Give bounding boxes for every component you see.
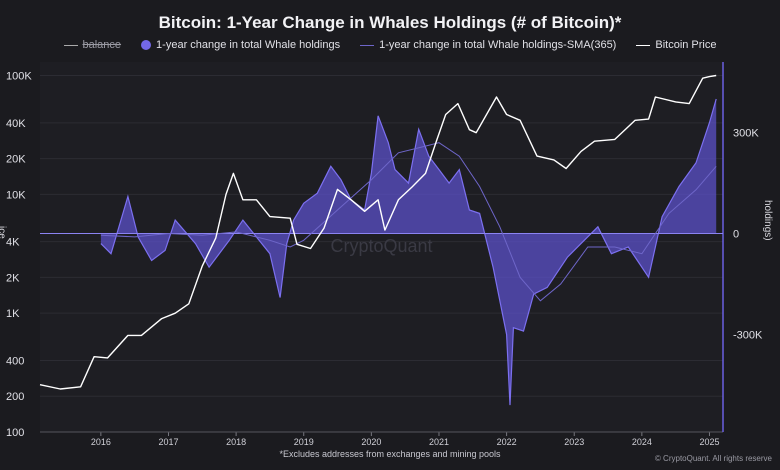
legend-item-balance[interactable]: balance <box>63 39 122 51</box>
legend-label-balance: balance <box>82 39 122 51</box>
left-tick-label: 20K <box>6 154 26 166</box>
left-axis-label: ice <box>0 226 7 239</box>
left-tick-label: 100 <box>6 427 24 439</box>
legend-item-change[interactable]: 1-year change in total Whale holdings <box>141 39 340 51</box>
x-tick-label: 2023 <box>564 437 584 447</box>
x-tick-label: 2020 <box>361 437 381 447</box>
legend-label-price: Bitcoin Price <box>655 39 717 51</box>
legend-item-price[interactable]: Bitcoin Price <box>636 39 717 51</box>
x-tick-label: 2024 <box>632 437 652 447</box>
x-tick-label: 2025 <box>699 437 719 447</box>
credit-text: © CryptoQuant. All rights reserve <box>654 454 772 463</box>
legend-line-icon <box>636 44 651 46</box>
sma-line <box>100 142 717 302</box>
x-tick-label: 2022 <box>497 437 517 447</box>
x-tick-label: 2018 <box>226 437 246 447</box>
legend: balance 1-year change in total Whale hol… <box>0 39 780 51</box>
footnote: *Excludes addresses from exchanges and m… <box>279 449 501 459</box>
x-tick-label: 2021 <box>429 437 449 447</box>
x-tick-label: 2016 <box>91 437 111 447</box>
left-tick-label: 400 <box>6 355 24 367</box>
right-tick-label: 0 <box>733 229 739 241</box>
right-axis-label: holdings) <box>762 200 773 241</box>
left-tick-label: 10K <box>6 189 26 201</box>
right-tick-label: -300K <box>733 329 763 341</box>
left-tick-label: 200 <box>6 391 24 403</box>
legend-label-sma: 1-year change in total Whale holdings-SM… <box>379 39 617 51</box>
watermark: CryptoQuant <box>330 236 432 256</box>
legend-dot-icon <box>141 40 152 50</box>
left-tick-label: 2K <box>6 272 20 284</box>
x-tick-label: 2017 <box>158 437 178 447</box>
left-tick-label: 40K <box>6 118 26 130</box>
x-tick-label: 2019 <box>294 437 314 447</box>
chart-title: Bitcoin: 1-Year Change in Whales Holding… <box>158 13 622 32</box>
right-tick-label: 300K <box>733 128 759 140</box>
left-tick-label: 1K <box>6 308 20 320</box>
legend-line-icon <box>360 44 375 46</box>
change-line <box>100 98 717 406</box>
left-tick-label: 100K <box>6 71 32 83</box>
left-tick-label: 4K <box>6 237 20 249</box>
legend-label-change: 1-year change in total Whale holdings <box>156 39 341 51</box>
price-line <box>39 74 717 390</box>
legend-line-icon <box>63 44 78 46</box>
legend-item-sma[interactable]: 1-year change in total Whale holdings-SM… <box>360 39 616 51</box>
